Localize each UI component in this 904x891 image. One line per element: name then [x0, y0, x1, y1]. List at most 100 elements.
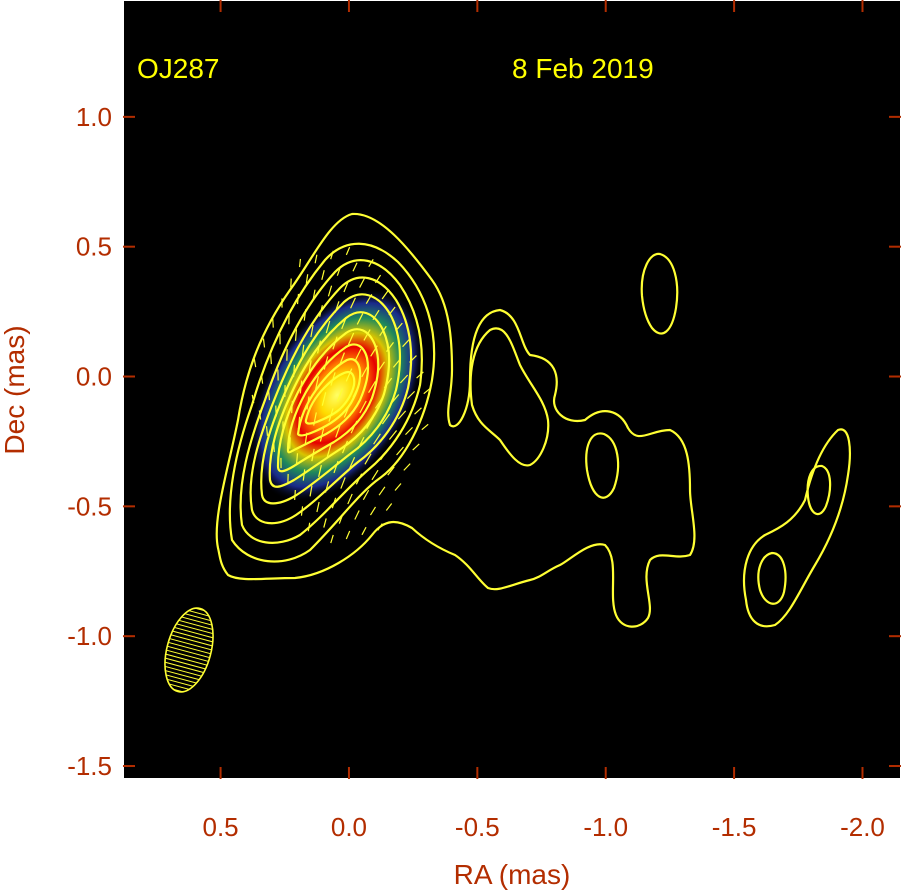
contour-jet-3 [640, 252, 679, 335]
x-tick-label: 0.0 [331, 812, 367, 842]
polarization-tick [309, 485, 313, 497]
x-tick-label: -2.0 [840, 812, 885, 842]
beam-hatch-line [162, 636, 221, 653]
beam-hatch-line [160, 643, 219, 661]
contour-far-1 [742, 428, 851, 628]
polarization-tick [368, 381, 376, 393]
polarization-tick [314, 254, 318, 264]
polarization-tick [298, 258, 302, 268]
contour-lines [215, 212, 851, 628]
polarization-tick [397, 410, 407, 420]
y-tick-label: -1.5 [67, 751, 112, 781]
polarization-tick [381, 290, 389, 300]
polarization-tick [394, 483, 402, 491]
y-tick-label: -1.0 [67, 621, 112, 651]
polarization-tick [414, 407, 422, 415]
polarization-tick [403, 463, 411, 471]
polarization-tick [359, 278, 365, 288]
plot-background [123, 0, 901, 779]
plot-frame [122, 0, 902, 780]
polarization-tick [318, 464, 322, 478]
x-tick-label: -1.5 [712, 812, 757, 842]
polarization-tick [362, 489, 370, 501]
polarization-tick [265, 426, 269, 436]
x-tick-label: 0.5 [202, 812, 238, 842]
polarization-tick [330, 534, 334, 544]
contour-jet-1 [469, 327, 550, 467]
polarization-tick [373, 433, 381, 445]
polarization-tick [359, 400, 367, 414]
polarization-tick [323, 518, 327, 528]
polarization-tick [421, 423, 429, 431]
polarization-tick [412, 443, 420, 451]
polarization-tick [399, 374, 409, 384]
polarization-tick [347, 493, 353, 505]
contour-level-9 [296, 358, 362, 437]
emission-core [249, 287, 425, 503]
y-tick-label: 0.0 [76, 362, 112, 392]
polarization-tick [302, 469, 306, 481]
contour-level-6 [268, 311, 391, 488]
polarization-tick [381, 413, 391, 425]
polarization-tick [327, 285, 333, 297]
polarization-tick [354, 348, 362, 362]
polarization-tick [378, 486, 386, 496]
polarization-tick [345, 368, 353, 382]
y-axis-title: Dec (mas) [0, 325, 30, 454]
polarization-tick [363, 329, 371, 341]
polarization-tick [368, 258, 374, 268]
contour-level-4 [249, 276, 413, 525]
polarization-tick [315, 376, 319, 390]
polarization-tick [262, 338, 266, 348]
contour-level-7 [276, 328, 380, 473]
polarization-tick [310, 324, 314, 338]
y-tick-label: 1.0 [76, 102, 112, 132]
x-tick-label: -1.0 [583, 812, 628, 842]
polarization-tick [294, 329, 298, 341]
date-label: 8 Feb 2019 [512, 53, 654, 84]
contour-far-2 [757, 551, 787, 605]
polarization-tick [340, 477, 346, 489]
polarization-tick [356, 313, 364, 325]
contour-level-5 [260, 293, 402, 505]
polarization-tick [325, 320, 331, 334]
contour-jet-2 [585, 432, 620, 499]
polarization-tick [364, 453, 372, 465]
polarization-tick [347, 332, 355, 346]
polarization-tick [405, 426, 413, 436]
polarization-tick [253, 358, 257, 368]
polarization-tick [350, 297, 356, 309]
polarization-tick [305, 274, 309, 284]
polarization-tick [354, 510, 360, 520]
contour-outer [215, 212, 696, 628]
polarization-tick [289, 437, 291, 449]
polarization-tick [343, 281, 349, 293]
polarization-tick [337, 388, 343, 402]
y-tick-label: -0.5 [67, 491, 112, 521]
polarization-tick [295, 453, 299, 465]
polarization-tick [402, 338, 410, 348]
polarization-tick [369, 506, 377, 516]
contour-level-8 [286, 343, 370, 454]
polarization-tick [371, 469, 379, 481]
polarization-tick [387, 466, 395, 476]
polarization-tick [272, 318, 274, 328]
polarization-tick [321, 392, 327, 406]
polarization-tick [352, 262, 358, 272]
polarization-tick [348, 456, 356, 470]
contour-level-2 [228, 242, 436, 563]
polarization-tick [345, 246, 351, 256]
polarization-tick [335, 424, 341, 438]
polarization-tick [385, 503, 393, 511]
polarization-tick [406, 390, 416, 400]
polarization-tick [396, 446, 404, 456]
x-axis-ticks: 0.5 0.0 -0.5 -1.0 -1.5 -2.0 [202, 0, 885, 842]
polarization-tick [270, 353, 272, 365]
polarization-tick [326, 444, 332, 458]
contour-level-10 [304, 370, 356, 425]
polarization-tick [316, 501, 320, 513]
contour-far-3 [806, 464, 832, 516]
y-tick-label: 0.5 [76, 232, 112, 262]
polarization-tick [345, 530, 351, 540]
